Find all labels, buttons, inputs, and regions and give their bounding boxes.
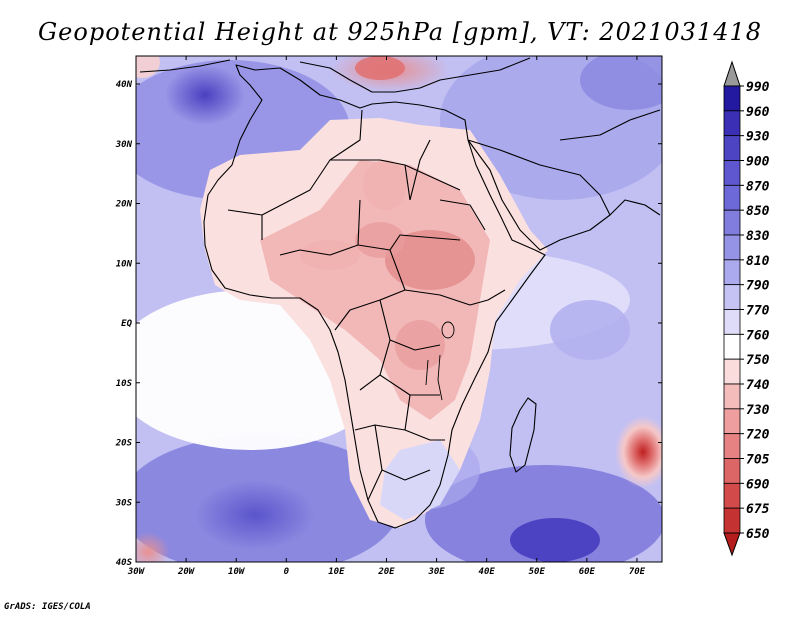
colorbar-label: 720 <box>746 428 770 443</box>
colorbar-box <box>723 458 741 484</box>
latitude-axis: 40N 30N 20N 10N EQ 10S 20S 30S 40S <box>115 80 662 568</box>
colorbar-label: 750 <box>746 353 770 368</box>
longitude-axis: 30W 20W 10W 0 10E 20E 30E 40E 50E 60E 70E <box>127 56 646 577</box>
colorbar-label: 790 <box>746 279 770 294</box>
colorbar-box <box>723 85 741 112</box>
lat-label: 40S <box>116 558 133 568</box>
colorbar-label: 960 <box>746 105 770 120</box>
colorbar-box <box>723 383 741 410</box>
lon-label: 0 <box>284 567 290 577</box>
lon-label: 70E <box>629 567 646 577</box>
colorbar-label: 675 <box>746 502 770 517</box>
colorbar-box <box>723 135 741 161</box>
colorbar-label: 870 <box>746 179 770 194</box>
lat-label: 30N <box>115 140 133 150</box>
colorbar-label: 730 <box>746 403 770 418</box>
colorbar-label: 810 <box>746 254 770 269</box>
colorbar-box <box>723 110 741 137</box>
lat-label: 10S <box>116 379 133 389</box>
colorbar: 990 960 930 900 870 850 830 810 790 770 760 750 740 7… <box>723 60 770 557</box>
lat-label: 20N <box>115 200 133 210</box>
colorbar-box <box>723 234 741 261</box>
colorbar-bottom-arrow <box>723 532 741 557</box>
colorbar-box <box>723 160 741 186</box>
lon-label: 30E <box>427 567 445 577</box>
colorbar-label: 690 <box>746 477 770 492</box>
lat-label: 40N <box>116 80 133 90</box>
colorbar-label: 760 <box>746 328 770 343</box>
lat-label: EQ <box>121 319 132 329</box>
lon-label: 30W <box>127 567 146 577</box>
colorbar-label: 830 <box>746 229 770 244</box>
lon-label: 50E <box>529 567 546 577</box>
colorbar-label: 990 <box>746 80 770 95</box>
colorbar-label: 705 <box>746 453 770 468</box>
colorbar-box <box>723 507 741 534</box>
colorbar-label: 850 <box>746 204 770 219</box>
lat-label: 20S <box>115 439 133 449</box>
colorbar-label: 770 <box>746 304 770 319</box>
colorbar-box <box>723 358 741 385</box>
colorbar-label: 740 <box>746 378 770 393</box>
colorbar-label: 900 <box>746 155 770 170</box>
lon-label: 60E <box>579 567 596 577</box>
colorbar-box <box>723 482 741 509</box>
colorbar-label: 930 <box>746 130 770 145</box>
colorbar-box <box>723 309 741 335</box>
colorbar-box <box>723 259 741 286</box>
grads-credit: GrADS: IGES/COLA <box>4 602 91 612</box>
colorbar-box <box>723 333 741 360</box>
height-field <box>136 56 662 562</box>
map-title: Geopotential Height at 925hPa [gpm], VT:… <box>38 18 762 46</box>
colorbar-box <box>723 184 741 211</box>
colorbar-box <box>723 408 741 435</box>
lon-label: 10E <box>328 567 345 577</box>
colorbar-label: 650 <box>746 527 770 542</box>
map-frame <box>135 55 663 563</box>
lat-label: 10N <box>116 259 133 269</box>
colorbar-box <box>723 209 741 236</box>
lat-label: 30S <box>115 498 133 508</box>
lon-label: 10W <box>228 567 246 577</box>
lon-label: 20E <box>377 567 395 577</box>
lon-label: 20W <box>177 567 196 577</box>
colorbar-box <box>723 284 741 310</box>
lon-label: 40E <box>479 567 496 577</box>
colorbar-top-arrow <box>723 60 741 87</box>
colorbar-box <box>723 433 741 459</box>
